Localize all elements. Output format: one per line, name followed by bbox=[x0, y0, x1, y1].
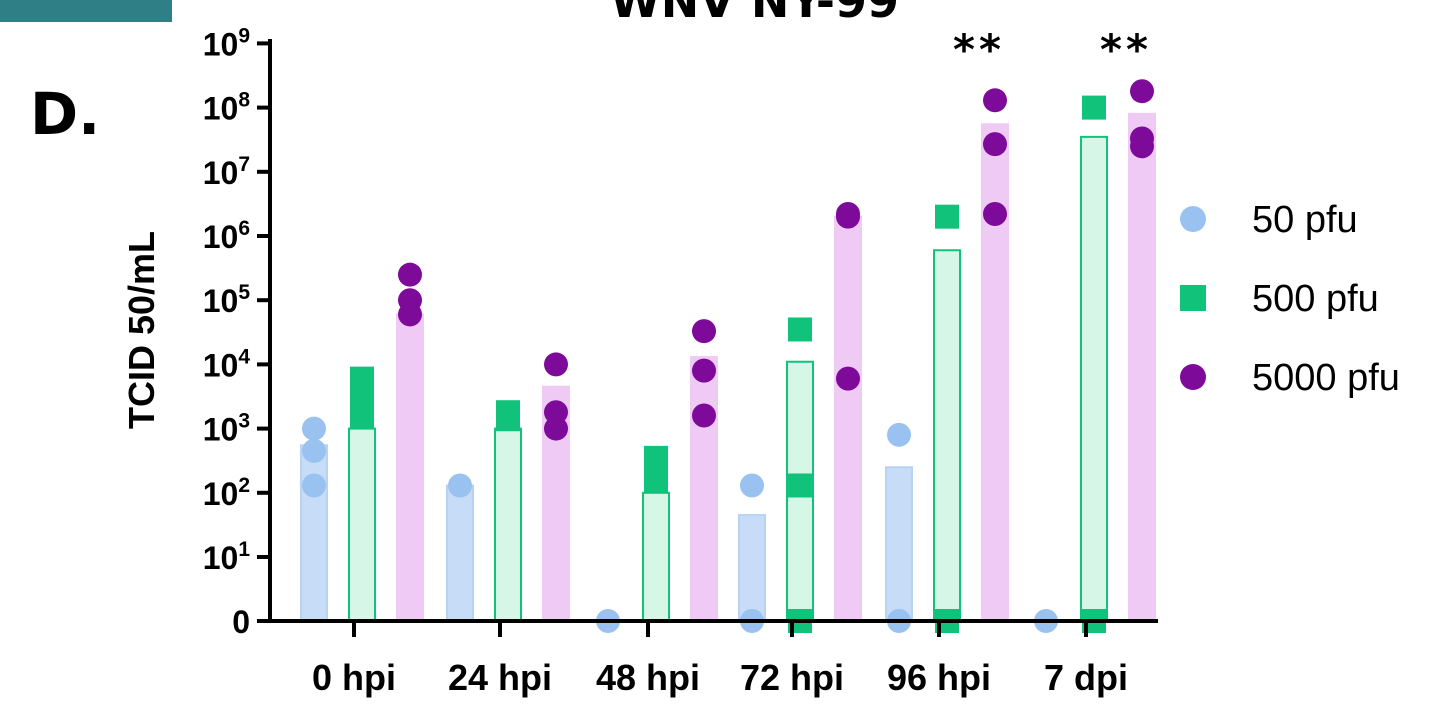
x-tick-label-0: 0 hpi bbox=[312, 657, 396, 698]
bars-layer bbox=[300, 112, 1156, 623]
point-1-4-0 bbox=[935, 204, 959, 229]
point-0-0-1 bbox=[302, 438, 326, 463]
point-1-3-0 bbox=[788, 317, 812, 342]
x-tick-label-5: 7 dpi bbox=[1044, 657, 1128, 698]
point-1-0-2 bbox=[350, 405, 374, 430]
bar-0-4 bbox=[885, 466, 913, 622]
point-2-0-0 bbox=[398, 262, 422, 287]
point-2-0-2 bbox=[398, 302, 422, 327]
y-tick-label-0: 0 bbox=[232, 604, 250, 640]
bar-2-2 bbox=[690, 356, 718, 622]
point-1-0-1 bbox=[350, 381, 374, 406]
bar-1-2 bbox=[642, 491, 670, 622]
point-2-4-0 bbox=[983, 88, 1007, 113]
point-1-1-1 bbox=[496, 407, 520, 432]
axes-layer: 0 101 102 103 104 105 106 107 108 109 0 hpi 24 hpi 4… bbox=[121, 24, 1158, 698]
y-tick-label-6: 106 bbox=[203, 217, 250, 255]
x-tick-label-3: 72 hpi bbox=[740, 657, 844, 698]
legend: 50 pfu 500 pfu 5000 pfu bbox=[1180, 199, 1400, 399]
point-1-5-0 bbox=[1082, 95, 1106, 120]
point-2-3-2 bbox=[836, 366, 860, 391]
x-tick-label-2: 48 hpi bbox=[596, 657, 700, 698]
bar-1-1 bbox=[494, 427, 522, 622]
legend-label-2: 5000 pfu bbox=[1252, 357, 1400, 399]
legend-marker-1 bbox=[1180, 285, 1206, 311]
point-2-1-2 bbox=[544, 416, 568, 441]
bar-1-5 bbox=[1080, 135, 1108, 623]
x-tick-label-1: 24 hpi bbox=[448, 657, 552, 698]
point-2-2-1 bbox=[692, 358, 716, 383]
bar-2-4 bbox=[981, 123, 1009, 623]
legend-label-0: 50 pfu bbox=[1252, 199, 1358, 241]
y-tick-label-8: 108 bbox=[203, 89, 251, 127]
bar-1-0 bbox=[348, 427, 376, 622]
point-0-4-0 bbox=[887, 422, 911, 447]
point-2-4-1 bbox=[983, 132, 1007, 157]
bar-2-3 bbox=[834, 215, 862, 622]
point-2-5-2 bbox=[1130, 134, 1154, 159]
y-tick-label-1: 101 bbox=[203, 538, 251, 576]
chart-title: WNV NY-99 bbox=[610, 0, 900, 28]
y-tick-label-7: 107 bbox=[203, 153, 250, 191]
bar-0-3 bbox=[738, 514, 766, 623]
point-0-1-0 bbox=[448, 473, 472, 498]
point-2-2-2 bbox=[692, 403, 716, 428]
bar-2-0 bbox=[396, 313, 424, 622]
bar-1-4 bbox=[933, 249, 961, 623]
panel-label: D. bbox=[30, 80, 101, 148]
x-tick-label-4: 96 hpi bbox=[887, 657, 991, 698]
point-2-5-0 bbox=[1130, 79, 1154, 104]
legend-marker-2 bbox=[1180, 364, 1206, 390]
corner-color-block bbox=[0, 0, 172, 22]
point-0-3-0 bbox=[740, 473, 764, 498]
point-1-2-2 bbox=[644, 469, 668, 494]
significance-mark-0: ** bbox=[953, 25, 1005, 74]
point-2-4-2 bbox=[983, 202, 1007, 227]
point-2-3-1 bbox=[836, 204, 860, 229]
y-tick-label-5: 105 bbox=[203, 281, 251, 319]
legend-marker-0 bbox=[1180, 206, 1206, 232]
point-2-1-0 bbox=[544, 352, 568, 377]
significance-mark-1: ** bbox=[1100, 25, 1152, 74]
y-tick-label-3: 103 bbox=[203, 410, 250, 448]
point-2-2-0 bbox=[692, 319, 716, 344]
y-tick-label-4: 104 bbox=[203, 345, 251, 383]
point-0-0-0 bbox=[302, 416, 326, 441]
points-layer bbox=[302, 79, 1154, 633]
bar-0-0 bbox=[300, 444, 328, 622]
bar-2-5 bbox=[1128, 112, 1156, 622]
point-0-0-2 bbox=[302, 473, 326, 498]
point-1-3-1 bbox=[788, 473, 812, 498]
y-tick-label-9: 109 bbox=[203, 24, 250, 62]
y-tick-label-2: 102 bbox=[203, 474, 250, 512]
legend-label-1: 500 pfu bbox=[1252, 278, 1379, 320]
bar-0-1 bbox=[446, 484, 474, 622]
y-axis-label: TCID 50/mL bbox=[121, 231, 162, 429]
